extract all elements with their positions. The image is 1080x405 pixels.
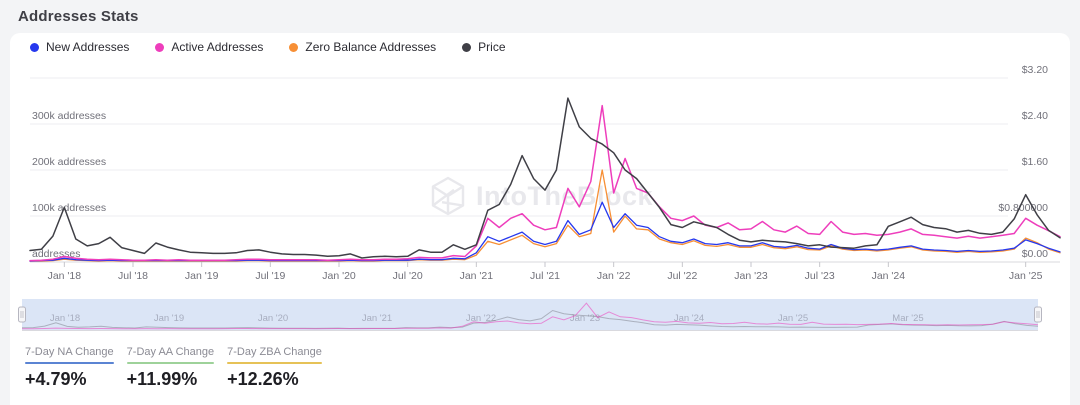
- range-selector-minimap[interactable]: Jan '18 Jan '19 Jan '20 Jan '21 Jan '22 Jan '…: [10, 296, 1070, 334]
- minimap-axis-label: Jan '23: [570, 313, 600, 324]
- stat-label: 7-Day ZBA Change: [227, 346, 322, 358]
- legend-label: New Addresses: [46, 40, 130, 54]
- legend-item-price[interactable]: Price: [462, 40, 506, 54]
- x-axis-label: Jan '18: [48, 270, 82, 282]
- y-right-axis-label: $0.00: [1022, 248, 1048, 260]
- y-right-axis-label: $0.800000: [998, 202, 1048, 214]
- intotheblock-logo-icon: [431, 176, 465, 216]
- minimap-left-handle[interactable]: [18, 306, 26, 323]
- legend-label: Active Addresses: [171, 40, 264, 54]
- watermark-text: IntoTheBlock: [476, 180, 654, 211]
- stat-value: +11.99%: [126, 369, 198, 389]
- price-addresses-line-chart[interactable]: 300k addresses 200k addresses 100k address…: [10, 64, 1070, 294]
- x-axis-label: Jan '24: [872, 270, 906, 282]
- stat-value: +4.79%: [25, 369, 87, 389]
- price-dot-icon: [462, 42, 472, 52]
- minimap-axis-label: Jan '19: [154, 313, 184, 324]
- legend-label: Price: [478, 40, 506, 54]
- minimap-series-price: [21, 309, 1039, 330]
- addresses-stats-card: New Addresses Active Addresses Zero Bala…: [10, 33, 1070, 405]
- series-line-new-addresses: [29, 201, 1061, 262]
- x-axis-label: Jul '22: [667, 270, 697, 282]
- minimap-axis-label: Jan '20: [258, 313, 288, 324]
- legend-label: Zero Balance Addresses: [305, 40, 437, 54]
- new-addresses-dot-icon: [30, 42, 39, 52]
- minimap-axis-label: Jan '25: [778, 313, 808, 324]
- series-line-active-addresses: [29, 104, 1061, 262]
- stat-underline: [25, 362, 114, 364]
- minimap-axis-label: Jan '22: [466, 313, 496, 324]
- minimap-axis-label: Jan '18: [50, 313, 80, 324]
- zero-balance-addresses-dot-icon: [289, 42, 299, 52]
- minimap-right-handle[interactable]: [1034, 306, 1042, 323]
- minimap-series-active-addresses: [21, 302, 1039, 330]
- change-stats-row: 7-Day NA Change +4.79% 7-Day AA Change +…: [25, 346, 322, 390]
- legend-item-zero-balance-addresses[interactable]: Zero Balance Addresses: [289, 40, 436, 54]
- x-axis-label: Jul '20: [393, 270, 423, 282]
- chart-legend: New Addresses Active Addresses Zero Bala…: [30, 40, 506, 54]
- stat-7day-aa-change: 7-Day AA Change +11.99%: [126, 346, 215, 390]
- x-axis-label: Jul '21: [530, 270, 560, 282]
- stat-value: +12.26%: [227, 369, 299, 389]
- y-right-axis-label: $1.60: [1022, 156, 1048, 168]
- stat-label: 7-Day AA Change: [126, 346, 215, 358]
- y-right-axis-label: $2.40: [1022, 110, 1048, 122]
- stat-underline: [227, 362, 322, 364]
- y-left-axis-label: 300k addresses: [32, 110, 106, 122]
- series-line-price: [29, 97, 1061, 259]
- y-right-axis-label: $3.20: [1022, 64, 1048, 76]
- x-axis-label: Jan '20: [322, 270, 356, 282]
- minimap-axis-label: Mar '25: [892, 313, 923, 324]
- minimap-axis-label: Jan '21: [362, 313, 392, 324]
- page-title: Addresses Stats: [18, 8, 139, 25]
- legend-item-new-addresses[interactable]: New Addresses: [30, 40, 129, 54]
- x-axis-label: Jul '19: [255, 270, 285, 282]
- legend-item-active-addresses[interactable]: Active Addresses: [155, 40, 263, 54]
- stat-7day-na-change: 7-Day NA Change +4.79%: [25, 346, 114, 390]
- x-axis-label: Jul '18: [118, 270, 148, 282]
- x-axis-label: Jul '23: [805, 270, 835, 282]
- main-chart-area[interactable]: IntoTheBlock 300k addresses 200k addresse…: [10, 64, 1070, 294]
- stat-7day-zba-change: 7-Day ZBA Change +12.26%: [227, 346, 322, 390]
- y-left-axis-label: 100k addresses: [32, 202, 106, 214]
- active-addresses-dot-icon: [155, 42, 165, 52]
- x-axis-label: Jan '19: [185, 270, 219, 282]
- minimap-axis-label: Jan '24: [674, 313, 704, 324]
- stat-label: 7-Day NA Change: [25, 346, 114, 358]
- x-axis-label: Jan '22: [597, 270, 631, 282]
- x-axis-label: Jan '25: [1009, 270, 1043, 282]
- x-axis-label: Jan '23: [734, 270, 768, 282]
- intotheblock-watermark: IntoTheBlock: [430, 176, 653, 216]
- y-left-axis-label: 200k addresses: [32, 156, 106, 168]
- minimap-chart[interactable]: Jan '18 Jan '19 Jan '20 Jan '21 Jan '22 Jan '…: [10, 296, 1070, 334]
- stat-underline: [126, 362, 215, 364]
- x-axis-label: Jan '21: [460, 270, 494, 282]
